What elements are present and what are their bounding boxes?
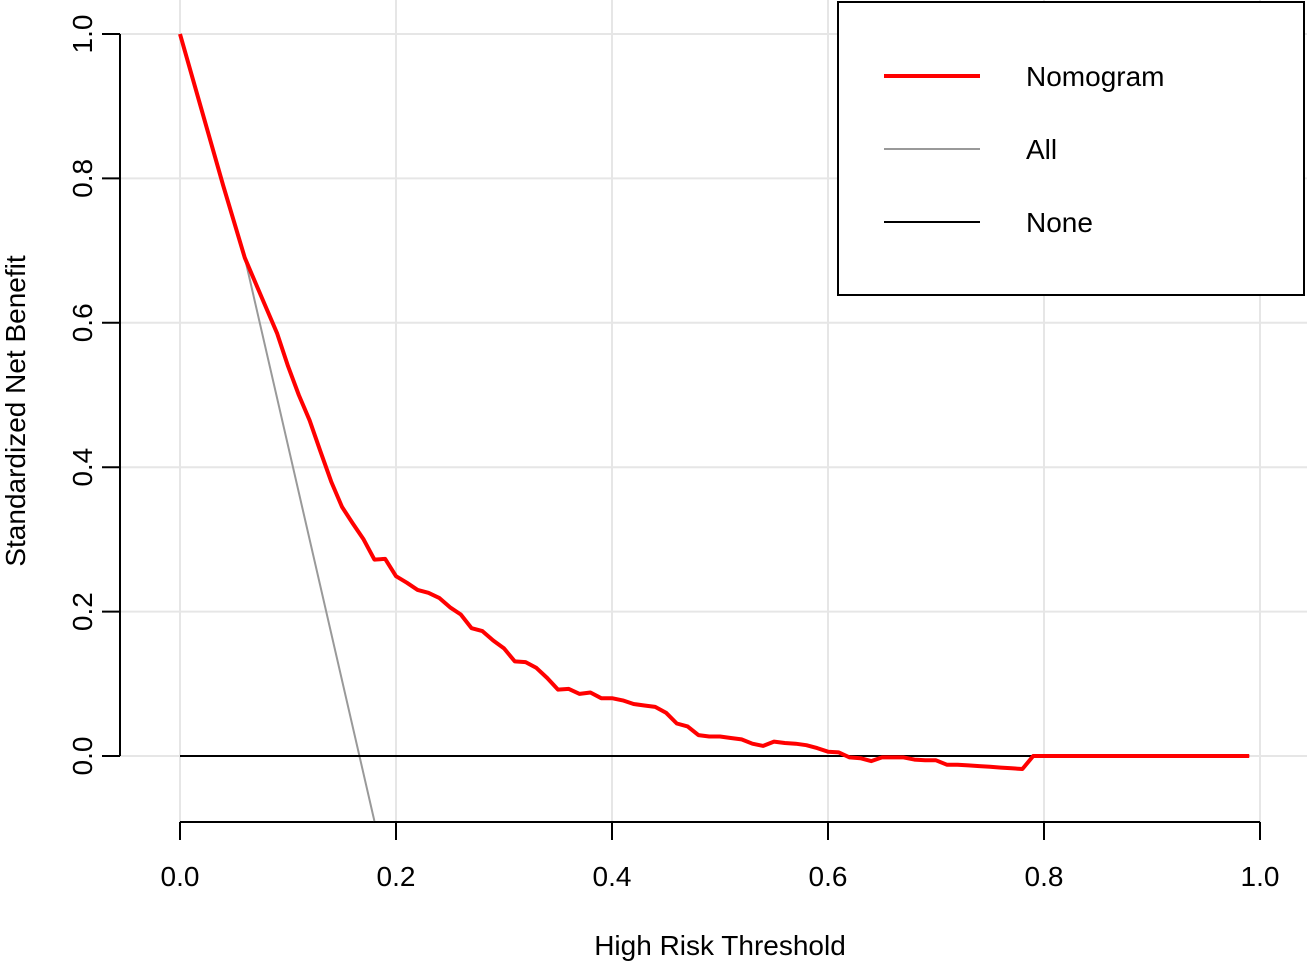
legend-label-all: All (1026, 134, 1057, 165)
x-tick-label-2: 0.4 (593, 861, 632, 892)
x-axis-title: High Risk Threshold (594, 930, 846, 961)
legend-label-none: None (1026, 207, 1093, 238)
x-tick-label-0: 0.0 (161, 861, 200, 892)
y-tick-label-1: 0.2 (67, 592, 98, 631)
y-tick-label-5: 1.0 (67, 15, 98, 54)
x-tick-label-1: 0.2 (377, 861, 416, 892)
series-lines (178, 33, 1250, 822)
y-tick-label-3: 0.6 (67, 303, 98, 342)
x-tick-label-3: 0.6 (809, 861, 848, 892)
y-tick-label-4: 0.8 (67, 159, 98, 198)
series-line-nomogram (178, 33, 1250, 771)
legend: Nomogram All None (837, 1, 1305, 296)
legend-label-nomogram: Nomogram (1026, 61, 1164, 92)
series-line-all (179, 33, 376, 822)
x-tick-label-5: 1.0 (1241, 861, 1280, 892)
x-tick-label-4: 0.8 (1025, 861, 1064, 892)
axes: 0.0 0.2 0.4 0.6 0.8 1.0 0.0 0.2 0.4 0.6 0.8 1.0 (67, 15, 1279, 892)
y-tick-label-2: 0.4 (67, 448, 98, 487)
y-axis-title: Standardized Net Benefit (0, 255, 31, 567)
y-tick-label-0: 0.0 (67, 737, 98, 776)
